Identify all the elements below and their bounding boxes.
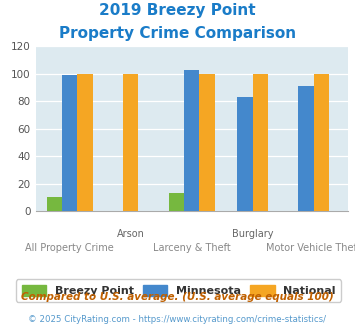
Text: Compared to U.S. average. (U.S. average equals 100): Compared to U.S. average. (U.S. average … bbox=[21, 292, 334, 302]
Bar bbox=[298, 86, 313, 211]
Text: 2019 Breezy Point: 2019 Breezy Point bbox=[99, 3, 256, 18]
Text: Burglary: Burglary bbox=[232, 229, 273, 239]
Text: © 2025 CityRating.com - https://www.cityrating.com/crime-statistics/: © 2025 CityRating.com - https://www.city… bbox=[28, 315, 327, 324]
Bar bbox=[62, 75, 77, 211]
Bar bbox=[313, 74, 329, 211]
Bar bbox=[47, 197, 62, 211]
Text: Arson: Arson bbox=[117, 229, 145, 239]
Bar bbox=[199, 74, 214, 211]
Text: Property Crime Comparison: Property Crime Comparison bbox=[59, 26, 296, 41]
Bar bbox=[77, 74, 93, 211]
Text: Larceny & Theft: Larceny & Theft bbox=[153, 243, 231, 252]
Bar bbox=[237, 97, 253, 211]
Bar bbox=[123, 74, 138, 211]
Bar bbox=[169, 193, 184, 211]
Text: All Property Crime: All Property Crime bbox=[26, 243, 114, 252]
Text: Motor Vehicle Theft: Motor Vehicle Theft bbox=[266, 243, 355, 252]
Bar bbox=[253, 74, 268, 211]
Bar bbox=[184, 70, 199, 211]
Legend: Breezy Point, Minnesota, National: Breezy Point, Minnesota, National bbox=[16, 280, 342, 302]
